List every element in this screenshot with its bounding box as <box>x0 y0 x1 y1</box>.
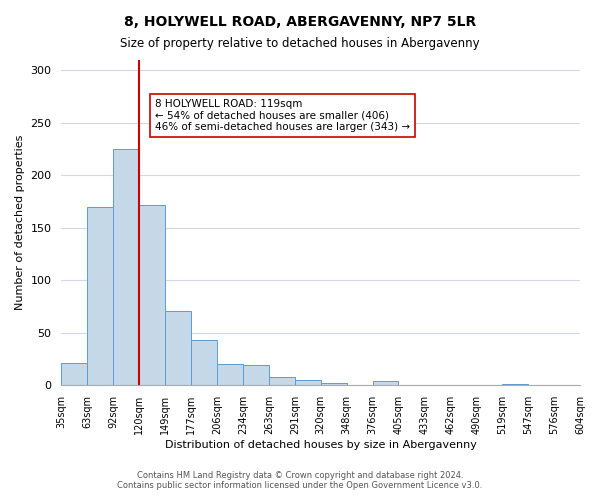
Bar <box>113 149 139 386</box>
Text: 8, HOLYWELL ROAD, ABERGAVENNY, NP7 5LR: 8, HOLYWELL ROAD, ABERGAVENNY, NP7 5LR <box>124 15 476 29</box>
Bar <box>139 205 165 386</box>
Bar <box>321 383 347 386</box>
Bar <box>88 207 113 386</box>
Bar <box>502 384 528 386</box>
Y-axis label: Number of detached properties: Number of detached properties <box>15 135 25 310</box>
Text: Contains HM Land Registry data © Crown copyright and database right 2024.
Contai: Contains HM Land Registry data © Crown c… <box>118 470 482 490</box>
Bar <box>165 311 191 386</box>
Bar <box>217 364 243 386</box>
Text: Size of property relative to detached houses in Abergavenny: Size of property relative to detached ho… <box>120 38 480 51</box>
Bar <box>243 366 269 386</box>
Bar <box>295 380 321 386</box>
Bar <box>61 364 88 386</box>
Bar <box>269 377 295 386</box>
X-axis label: Distribution of detached houses by size in Abergavenny: Distribution of detached houses by size … <box>165 440 476 450</box>
Bar <box>191 340 217 386</box>
Bar <box>373 381 398 386</box>
Text: 8 HOLYWELL ROAD: 119sqm
← 54% of detached houses are smaller (406)
46% of semi-d: 8 HOLYWELL ROAD: 119sqm ← 54% of detache… <box>155 99 410 132</box>
